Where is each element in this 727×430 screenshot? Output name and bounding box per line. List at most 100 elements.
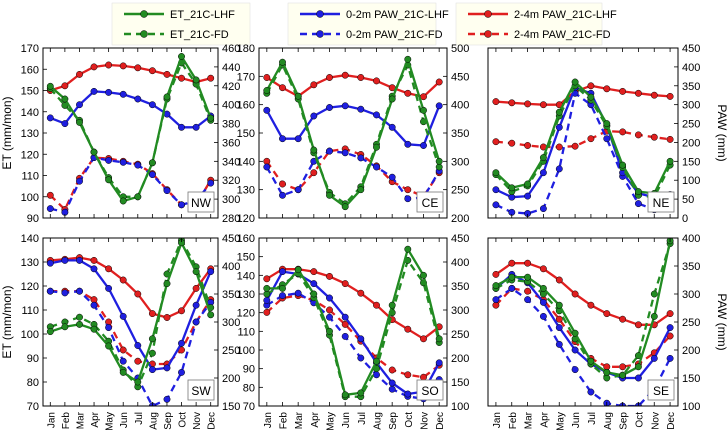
point-SO-2-4m PAW_21C-FD-Sep [388,366,396,374]
point-SE-0-2m PAW_21C-LHF-Apr [539,298,547,306]
region-box-SW [187,379,215,401]
point-SE-0-2m PAW_21C-FD-Jul [587,388,595,396]
point-NE-0-2m PAW_21C-LHF-Mar [524,192,532,200]
xtick-label-SW-Mar: Mar [75,411,86,429]
point-SO-2-4m PAW_21C-LHF-Aug [373,301,380,309]
ytick-right-label-NW-380: 380 [222,119,240,131]
ylabel-left-SW: ET (mm/mon) [0,285,14,358]
frame-SO [258,237,448,407]
point-SW-ET_21C-LHF-Aug [148,335,156,343]
point-SE-ET_21C-LHF-Mar [524,273,532,281]
point-SE-2-4m PAW_21C-LHF-May [555,276,563,284]
panel-SO [258,237,448,407]
point-NE-2-4m PAW_21C-FD-Dec [666,135,674,143]
panel-SW [42,237,219,407]
xtick-label-SW-Sep: Sep [163,412,174,430]
point-NE-2-4m PAW_21C-FD-Oct [634,131,642,139]
point-SW-ET_21C-LHF-Nov [192,268,200,276]
ytick-right-label-SE-400: 400 [682,233,700,245]
point-CE-ET_21C-LHF-Jun [341,203,349,211]
region-box-SO [416,379,444,401]
ytick-left-label-SW-120: 120 [21,281,39,293]
point-SO-0-2m PAW_21C-LHF-Feb [279,268,286,276]
legend-label-2: 0-2m PAW_21C-LHF [346,9,449,21]
xtick-label-SW-Apr: Apr [90,411,101,427]
ytick-left-label-SW-100: 100 [21,329,39,341]
xtick-label-SO-Mar: Mar [294,411,305,429]
point-NE-0-2m PAW_21C-FD-Oct [634,200,642,208]
point-NW-ET_21C-LHF-Nov [192,76,200,84]
ytick-right-label-SW-150: 150 [222,401,240,413]
ytick-right-label-SE-350: 350 [682,261,700,273]
region-label-SO: SO [421,384,438,398]
point-SO-0-2m PAW_21C-LHF-Oct [404,390,412,398]
region-label-SE: SE [653,384,669,398]
line-SW-0-2m PAW_21C-FD [50,290,212,406]
ytick-right-label-SE-250: 250 [682,317,700,329]
xtick-label-SE-Jun: Jun [571,412,582,428]
ytick-right-label-CE-200: 200 [451,213,469,225]
point-NE-2-4m PAW_21C-LHF-Mar [524,100,532,108]
point-NW-0-2m PAW_21C-LHF-Aug [148,101,156,109]
series-SE-2-4m PAW_21C-LHF [492,259,674,329]
point-NE-2-4m PAW_21C-FD-Jan [492,138,500,146]
point-NW-0-2m PAW_21C-LHF-Feb [61,120,69,128]
point-SE-0-2m PAW_21C-FD-Mar [524,296,532,304]
point-SW-0-2m PAW_21C-LHF-Jan [46,259,54,267]
ytick-left-label-SO-90: 90 [243,364,255,376]
point-SE-0-2m PAW_21C-LHF-Jun [571,346,579,354]
line-CE-0-2m PAW_21C-FD [265,149,441,200]
series-SW-ET_21C-LHF [46,239,215,386]
point-NW-0-2m PAW_21C-FD-Aug [148,171,156,179]
point-SO-0-2m PAW_21C-LHF-Jan [263,296,271,304]
ytick-right-label-NW-320: 320 [222,175,240,187]
ytick-left-label-SO-100: 100 [237,345,255,357]
point-SW-ET_21C-LHF-Apr [90,325,98,333]
xtick-label-SW-Jun: Jun [119,412,130,428]
point-CE-ET_21C-LHF-Jan [263,87,271,94]
point-SW-0-2m PAW_21C-LHF-Jun [119,312,127,320]
ylabel-right-SE: PAW (mm) [715,293,727,350]
ytick-left-label-SW-130: 130 [21,257,39,269]
point-NW-ET_21C-LHF-Jan [46,82,54,90]
xtick-label-SW-Nov: Nov [192,412,203,430]
point-SW-0-2m PAW_21C-FD-Apr [90,301,98,309]
point-SO-2-4m PAW_21C-FD-Jan [263,308,271,316]
point-SW-0-2m PAW_21C-LHF-May [105,284,113,292]
panel-NE [487,47,679,219]
ylabel-right-NE: PAW (mm) [715,104,727,161]
point-NE-2-4m PAW_21C-LHF-Feb [508,99,516,107]
point-SW-0-2m PAW_21C-LHF-Nov [192,301,200,309]
point-SE-ET_21C-LHF-Nov [650,312,658,320]
point-SW-ET_21C-LHF-Mar [76,320,83,328]
point-CE-ET_21C-LHF-May [326,191,333,199]
series-NE-2-4m PAW_21C-FD [492,127,674,151]
panel-CE [258,47,448,219]
ytick-left-label-CE-170: 170 [237,71,255,83]
point-SE-2-4m PAW_21C-LHF-Jan [492,270,500,278]
point-SO-2-4m PAW_21C-FD-Oct [404,371,412,379]
point-SW-ET_21C-LHF-May [105,342,113,350]
point-SE-0-2m PAW_21C-LHF-Oct [634,374,642,382]
point-CE-2-4m PAW_21C-LHF-Aug [373,77,380,85]
line-SO-2-4m PAW_21C-FD [266,294,440,379]
xtick-label-SE-Jul: Jul [587,412,598,425]
legend-marker-3 [316,30,324,38]
xtick-label-SE-Oct: Oct [634,412,645,428]
xtick-label-SE-May: May [555,412,566,430]
point-NE-2-4m PAW_21C-LHF-Aug [603,85,611,93]
point-SW-0-2m PAW_21C-LHF-Oct [178,339,185,347]
series-SW-0-2m PAW_21C-FD [46,287,215,406]
legend-box [111,2,251,46]
point-SW-2-4m PAW_21C-LHF-Jul [134,290,142,298]
point-SO-ET_21C-LHF-Aug [373,357,380,365]
point-SE-ET_21C-LHF-Jul [587,357,595,365]
point-SW-0-2m PAW_21C-FD-Oct [178,368,185,376]
point-SW-0-2m PAW_21C-LHF-Feb [61,256,69,264]
point-CE-ET_21C-LHF-Aug [373,143,380,151]
point-NE-ET_21C-LHF-Apr [539,154,547,162]
line-CE-0-2m PAW_21C-LHF [265,104,441,147]
panel-NW [42,47,219,219]
ytick-right-label-NE-50: 50 [682,194,694,206]
point-CE-ET_21C-LHF-Jul [357,186,365,194]
